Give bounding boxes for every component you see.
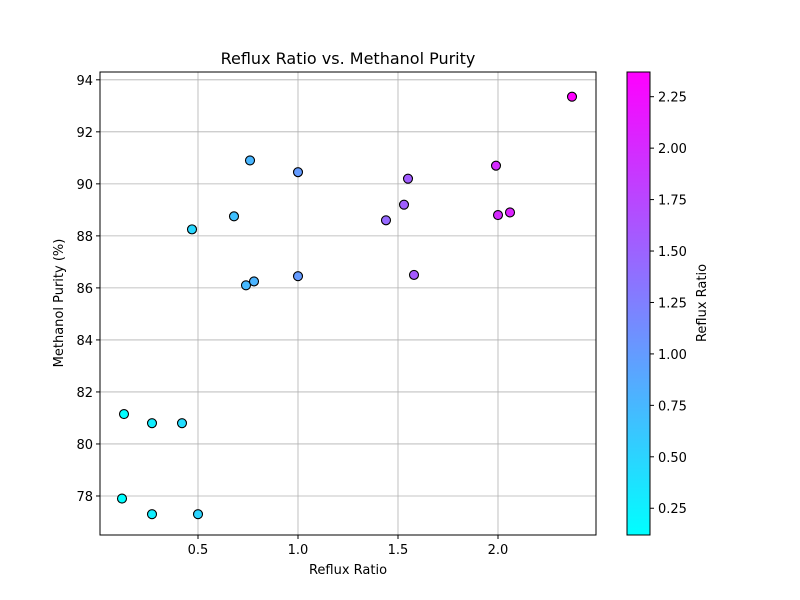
- colorbar-label: Reflux Ratio: [695, 264, 710, 342]
- colorbar-tick-label: 1.50: [658, 245, 687, 260]
- data-point: [192, 509, 204, 520]
- data-point: [176, 418, 188, 429]
- grid-lines: [100, 72, 596, 535]
- data-point: [146, 418, 158, 429]
- data-point: [398, 199, 410, 210]
- colorbar-tick-label: 2.00: [658, 142, 687, 157]
- data-point: [408, 269, 420, 280]
- x-tick-label: 2.0: [488, 543, 509, 558]
- data-point: [402, 173, 414, 184]
- colorbar: [626, 71, 651, 536]
- colorbar-tick-label: 1.00: [658, 348, 687, 363]
- y-tick-label: 82: [76, 386, 93, 401]
- y-tick-label: 86: [76, 282, 93, 297]
- colorbar-tick-label: 1.25: [658, 296, 687, 311]
- data-point: [240, 280, 252, 291]
- y-axis-ticks: 78 80 82 84 86 88 90 92 94: [76, 74, 100, 505]
- data-point: [118, 408, 130, 420]
- y-tick-label: 90: [76, 178, 93, 193]
- data-point: [504, 207, 516, 218]
- y-tick-label: 78: [76, 490, 93, 505]
- colorbar-ticks: 0.25 0.50 0.75 1.00 1.25 1.50 1.75 2.00 2.25: [650, 91, 687, 517]
- colorbar-tick-label: 0.50: [658, 451, 687, 466]
- x-tick-label: 1.0: [288, 543, 309, 558]
- y-tick-label: 94: [76, 74, 93, 89]
- data-point: [146, 509, 158, 520]
- data-point: [292, 271, 304, 282]
- data-point: [566, 91, 578, 102]
- y-tick-label: 80: [76, 438, 93, 453]
- colorbar-tick-label: 0.75: [658, 399, 687, 414]
- data-point: [116, 493, 128, 504]
- data-point: [228, 211, 240, 222]
- data-point: [380, 215, 392, 226]
- plot-area-frame: [99, 71, 597, 536]
- colorbar-tick-label: 0.25: [658, 502, 687, 517]
- data-point: [248, 276, 260, 287]
- data-points: [116, 91, 578, 520]
- y-tick-label: 92: [76, 126, 93, 141]
- y-axis-label: Methanol Purity (%): [52, 239, 67, 368]
- data-point: [244, 155, 256, 166]
- x-axis-ticks: 0.5 1.0 1.5 2.0: [188, 535, 509, 558]
- x-tick-label: 0.5: [188, 543, 209, 558]
- x-tick-label: 1.5: [388, 543, 409, 558]
- data-point: [490, 160, 502, 171]
- y-tick-label: 88: [76, 230, 93, 245]
- data-point: [186, 224, 198, 235]
- colorbar-tick-label: 2.25: [658, 91, 687, 106]
- data-point: [492, 210, 504, 221]
- x-axis-label: Reflux Ratio: [309, 563, 387, 578]
- chart-title: Reflux Ratio vs. Methanol Purity: [221, 49, 476, 68]
- data-point: [292, 167, 304, 178]
- y-tick-label: 84: [76, 334, 93, 349]
- colorbar-tick-label: 1.75: [658, 194, 687, 209]
